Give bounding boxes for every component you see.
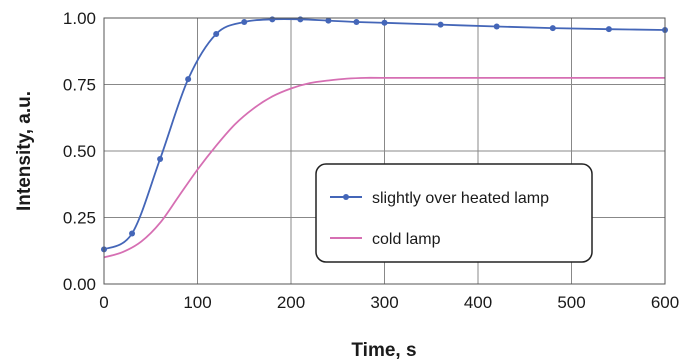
- x-tick-label: 200: [277, 293, 305, 312]
- data-point-overheated: [297, 16, 304, 23]
- x-tick-label: 100: [183, 293, 211, 312]
- y-tick-label: 1.00: [63, 9, 96, 28]
- legend-box: [315, 163, 593, 263]
- x-tick-labels: 0 100 200 300 400 500 600: [99, 293, 679, 312]
- legend-label-overheated: slightly over heated lamp: [372, 190, 549, 207]
- y-tick-label: 0.25: [63, 209, 96, 228]
- data-point-overheated: [129, 230, 136, 237]
- legend-marker-overheated: [343, 194, 349, 200]
- y-tick-label: 0.75: [63, 76, 96, 95]
- data-point-overheated: [157, 155, 164, 162]
- y-axis-title: Intensity, a.u.: [14, 91, 35, 211]
- series-line-overheated: [103, 18, 666, 251]
- plot-frame: [103, 17, 666, 285]
- series-layer: [101, 16, 668, 259]
- x-tick-label: 500: [557, 293, 585, 312]
- x-axis-title: Time, s: [351, 340, 416, 361]
- data-point-overheated: [241, 18, 248, 25]
- x-tick-label: 600: [651, 293, 679, 312]
- data-point-overheated: [185, 76, 192, 83]
- x-tick-label: 0: [99, 293, 108, 312]
- series-line-cold: [103, 76, 665, 259]
- y-tick-labels: 0.00 0.25 0.50 0.75 1.00: [63, 9, 96, 294]
- x-tick-label: 400: [464, 293, 492, 312]
- data-point-overheated: [437, 21, 444, 28]
- data-point-overheated: [493, 23, 500, 30]
- x-tick-label: 300: [370, 293, 398, 312]
- legend: slightly over heated lamp cold lamp: [315, 163, 593, 263]
- y-tick-label: 0.00: [63, 275, 96, 294]
- legend-label-cold: cold lamp: [372, 231, 441, 248]
- data-point-overheated: [605, 26, 612, 33]
- data-point-overheated: [549, 25, 556, 32]
- data-point-overheated: [269, 16, 276, 23]
- data-point-overheated: [381, 19, 388, 26]
- data-point-overheated: [213, 30, 220, 37]
- data-point-overheated: [325, 17, 332, 24]
- data-point-overheated: [353, 18, 360, 25]
- y-tick-label: 0.50: [63, 142, 96, 161]
